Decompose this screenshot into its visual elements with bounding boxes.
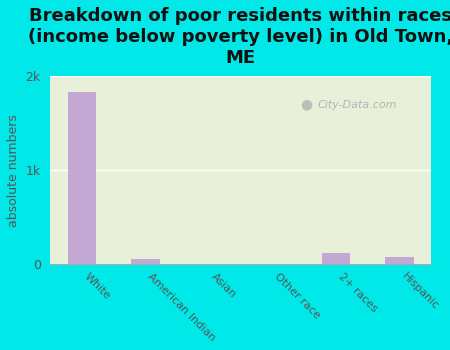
Y-axis label: absolute numbers: absolute numbers bbox=[7, 114, 20, 226]
Text: ●: ● bbox=[300, 98, 312, 112]
Bar bbox=[385, 257, 414, 264]
Bar bbox=[131, 259, 160, 264]
Title: Breakdown of poor residents within races
(income below poverty level) in Old Tow: Breakdown of poor residents within races… bbox=[28, 7, 450, 66]
Text: City-Data.com: City-Data.com bbox=[317, 99, 396, 110]
Bar bbox=[68, 92, 96, 264]
Bar bbox=[322, 253, 351, 264]
